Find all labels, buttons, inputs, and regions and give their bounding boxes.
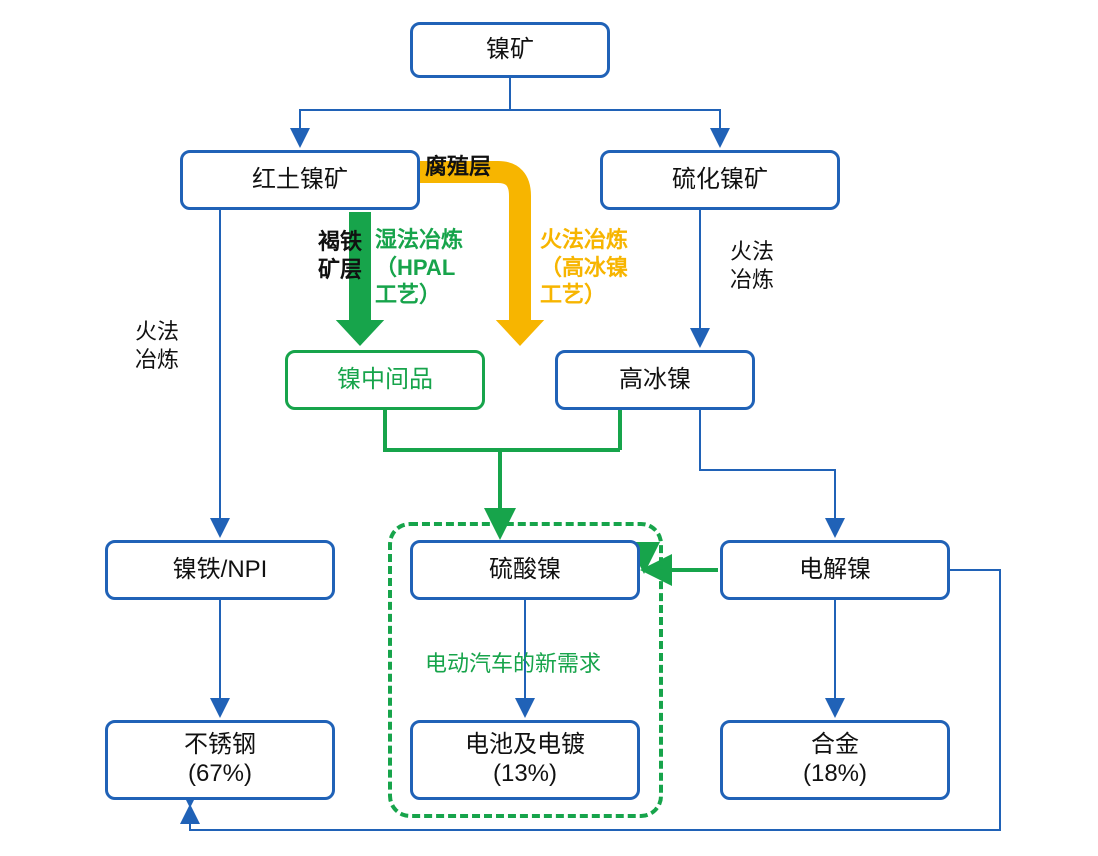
node-n10: 电池及电镀(13%)	[410, 720, 640, 800]
node-n11: 合金(18%)	[720, 720, 950, 800]
node-n7: 硫酸镍	[410, 540, 640, 600]
label-l_huofa3: 火法冶炼	[135, 318, 179, 373]
label-l_huofa2: 火法冶炼	[730, 238, 774, 293]
node-n2: 红土镍矿	[180, 150, 420, 210]
label-l_fushi: 腐殖层	[425, 153, 491, 181]
node-n5: 高冰镍	[555, 350, 755, 410]
node-n6: 镍铁/NPI	[105, 540, 335, 600]
node-n3: 硫化镍矿	[600, 150, 840, 210]
node-n4: 镍中间品	[285, 350, 485, 410]
label-l_hpal: 湿法冶炼（HPAL工艺）	[375, 226, 463, 309]
node-n1: 镍矿	[410, 22, 610, 78]
label-l_newdemand: 电动汽车的新需求	[425, 650, 601, 678]
label-l_huofa1: 火法冶炼（高冰镍工艺）	[540, 226, 628, 309]
node-n8: 电解镍	[720, 540, 950, 600]
label-l_hetie: 褐铁矿层	[318, 228, 362, 283]
node-n9: 不锈钢(67%)	[105, 720, 335, 800]
